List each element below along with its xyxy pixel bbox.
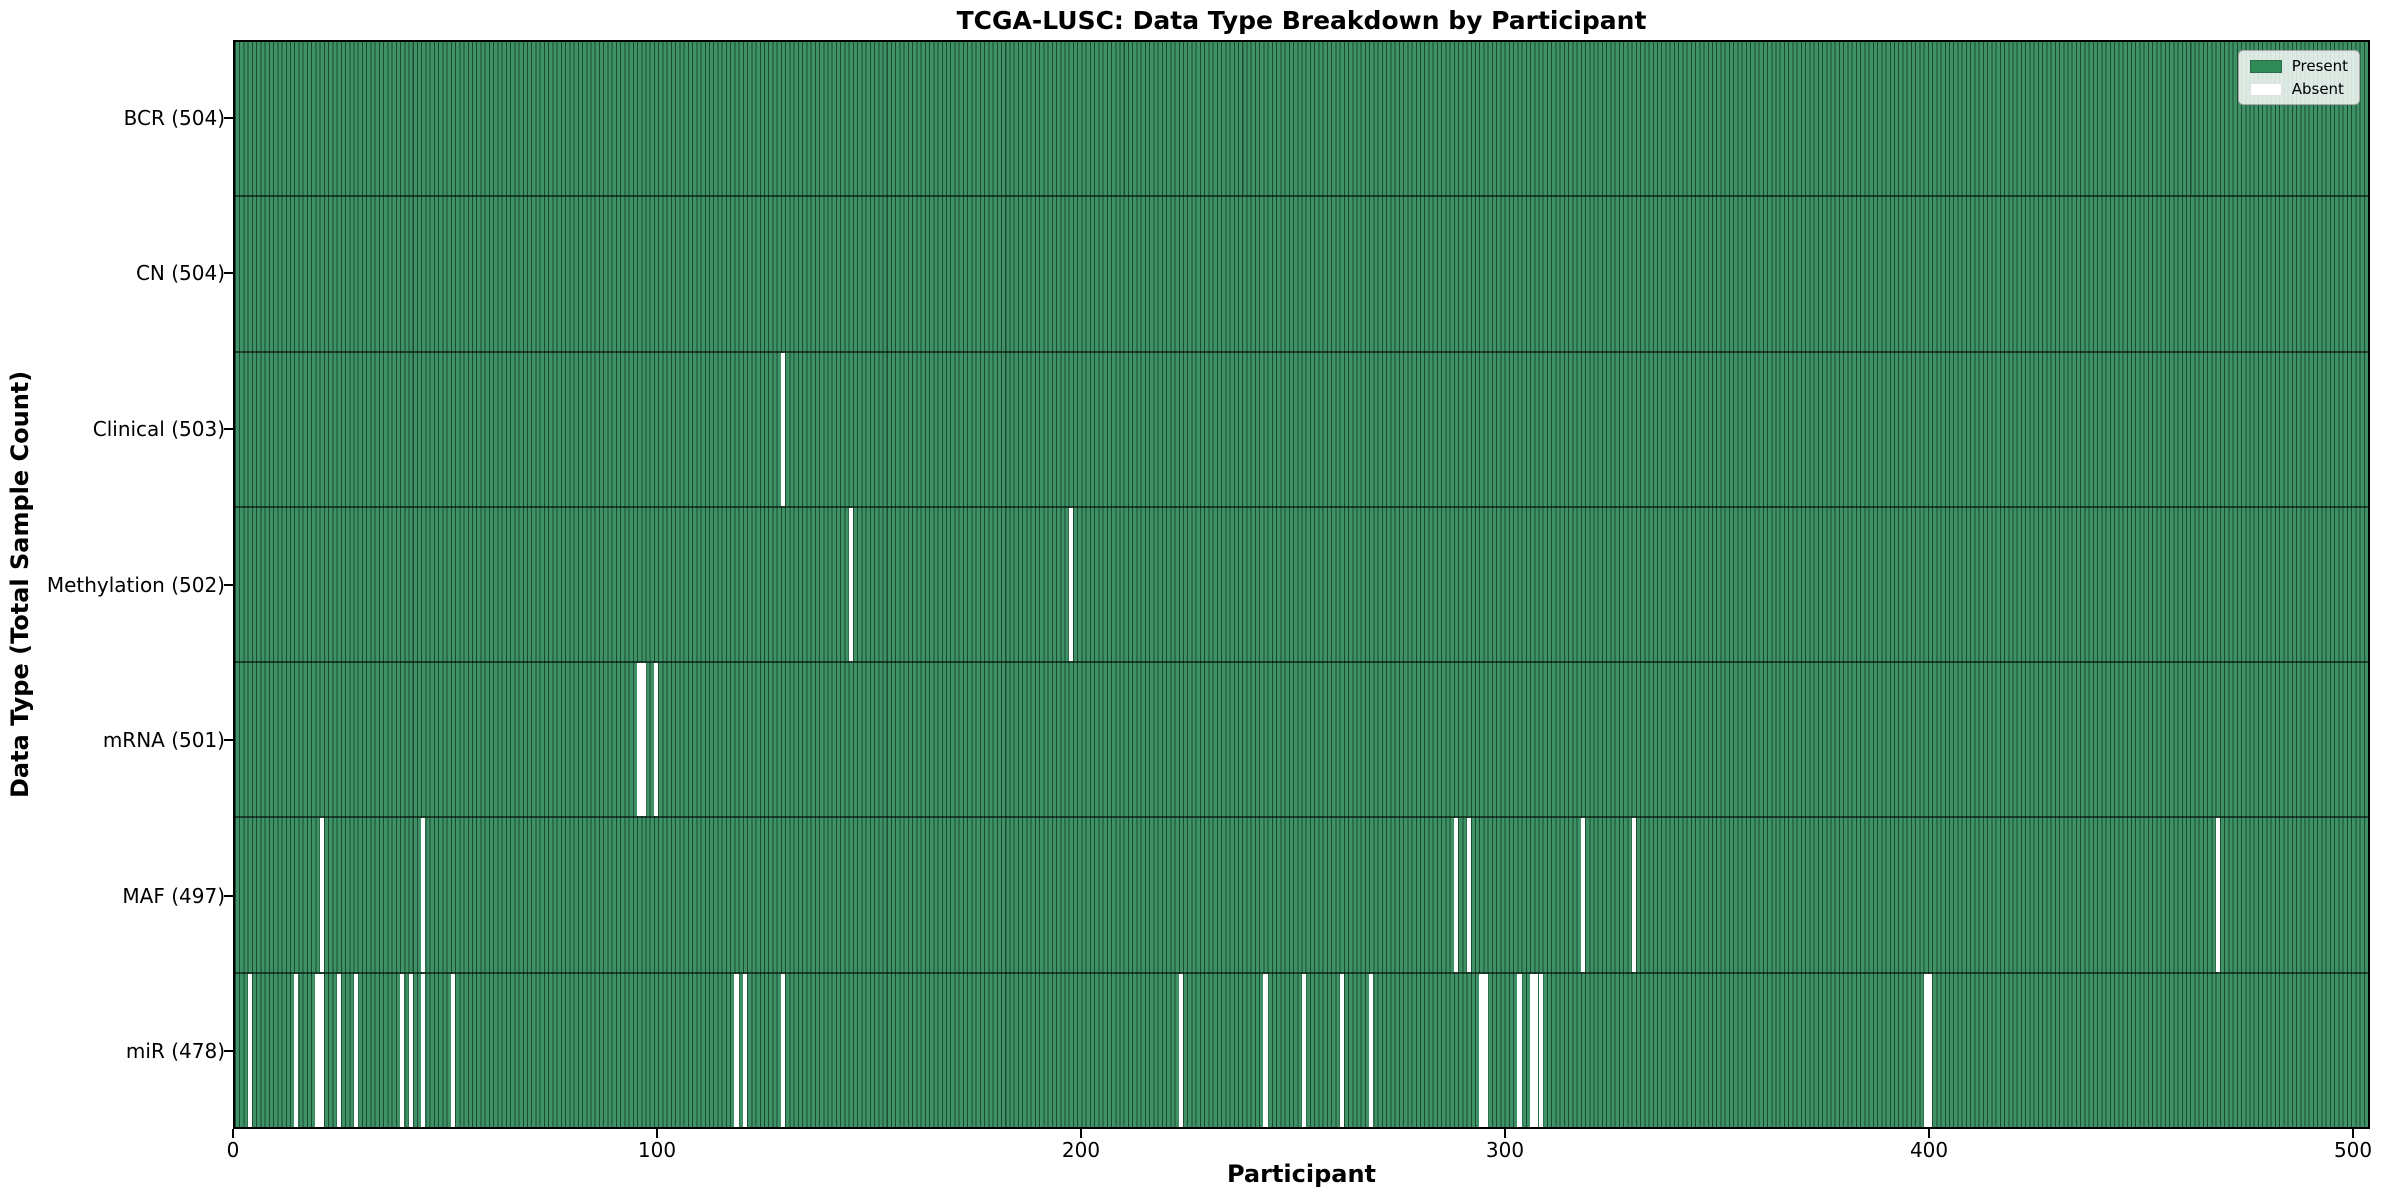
y-tick-label: CN (504) xyxy=(135,261,225,286)
legend-swatch-absent xyxy=(2249,82,2282,96)
absent-cell xyxy=(1927,973,1933,1127)
absent-cell xyxy=(1068,507,1073,662)
absent-cell xyxy=(450,973,456,1127)
absent-cell xyxy=(780,973,786,1127)
absent-cell xyxy=(1263,973,1268,1127)
plot-area: Present Absent xyxy=(233,40,2370,1129)
y-tick-label: miR (478) xyxy=(125,1039,225,1064)
x-tick-mark xyxy=(232,1129,234,1138)
heatmap-row-methylation xyxy=(235,505,2368,662)
y-tick-mark xyxy=(224,116,233,119)
absent-cell xyxy=(1453,818,1459,972)
absent-cell xyxy=(421,973,426,1127)
legend: Present Absent xyxy=(2237,50,2360,105)
y-tick-label: Clinical (503) xyxy=(92,416,225,441)
absent-cell xyxy=(421,818,426,972)
legend-swatch-present xyxy=(2249,59,2282,73)
absent-cell xyxy=(319,818,324,972)
absent-cell xyxy=(336,973,341,1127)
absent-cell xyxy=(1369,973,1374,1127)
absent-cell xyxy=(1517,973,1522,1127)
absent-cell xyxy=(742,973,748,1127)
heatmap-row-mir xyxy=(235,971,2368,1127)
absent-cell xyxy=(315,973,320,1127)
x-tick-mark xyxy=(656,1129,658,1138)
absent-cell xyxy=(1483,973,1488,1127)
absent-cell xyxy=(653,663,659,817)
heatmap-row-clinical xyxy=(235,350,2368,506)
absent-cell xyxy=(2215,818,2220,972)
absent-cell xyxy=(848,507,853,662)
absent-cell xyxy=(1534,973,1539,1127)
x-tick-label: 500 xyxy=(2333,1138,2373,1162)
absent-cell xyxy=(408,973,413,1127)
x-tick-label: 200 xyxy=(1061,1138,1101,1162)
y-tick-mark xyxy=(224,739,233,742)
absent-cell xyxy=(353,973,358,1127)
heatmap-row-cn xyxy=(235,195,2368,351)
heatmap-row-mrna xyxy=(235,661,2368,817)
absent-cell xyxy=(400,973,405,1127)
absent-cell xyxy=(1923,973,1928,1127)
x-tick-mark xyxy=(1928,1129,1931,1138)
absent-cell xyxy=(637,663,642,817)
legend-item-present: Present xyxy=(2249,57,2348,75)
y-tick-label: MAF (497) xyxy=(122,883,225,908)
chart-title: TCGA-LUSC: Data Type Breakdown by Partic… xyxy=(956,6,1647,35)
y-tick-label: Methylation (502) xyxy=(46,572,225,597)
x-tick-mark xyxy=(2352,1129,2355,1138)
y-tick-mark xyxy=(224,427,233,430)
absent-cell xyxy=(247,973,252,1127)
legend-item-absent: Absent xyxy=(2249,80,2348,98)
heatmap-row-maf xyxy=(235,816,2368,972)
x-tick-label: 300 xyxy=(1485,1138,1525,1162)
x-axis-label: Participant xyxy=(1226,1160,1377,1188)
heatmap-row-bcr xyxy=(235,42,2368,196)
absent-cell xyxy=(294,973,299,1127)
x-tick-label: 400 xyxy=(1909,1138,1949,1162)
absent-cell xyxy=(1339,973,1344,1127)
x-tick-label: 0 xyxy=(226,1138,240,1162)
y-tick-label: BCR (504) xyxy=(123,105,225,130)
x-tick-mark xyxy=(1080,1129,1083,1138)
absent-cell xyxy=(319,973,324,1127)
y-tick-mark xyxy=(224,894,233,897)
absent-cell xyxy=(1178,973,1183,1127)
absent-cell xyxy=(1580,818,1586,972)
absent-cell xyxy=(1466,818,1471,972)
absent-cell xyxy=(780,352,786,506)
y-tick-mark xyxy=(224,1050,233,1053)
legend-label-absent: Absent xyxy=(2291,80,2344,98)
y-tick-mark xyxy=(224,272,233,275)
x-tick-mark xyxy=(1504,1129,1507,1138)
x-tick-label: 100 xyxy=(637,1138,677,1162)
absent-cell xyxy=(1530,973,1535,1127)
absent-cell xyxy=(641,663,646,817)
absent-cell xyxy=(1538,973,1543,1127)
legend-label-present: Present xyxy=(2291,57,2348,75)
y-tick-mark xyxy=(224,583,233,586)
absent-cell xyxy=(734,973,739,1127)
y-tick-label: mRNA (501) xyxy=(102,728,225,753)
absent-cell xyxy=(1301,973,1306,1127)
heatmap-rows xyxy=(235,42,2368,1127)
absent-cell xyxy=(1631,818,1636,972)
absent-cell xyxy=(1479,973,1484,1127)
